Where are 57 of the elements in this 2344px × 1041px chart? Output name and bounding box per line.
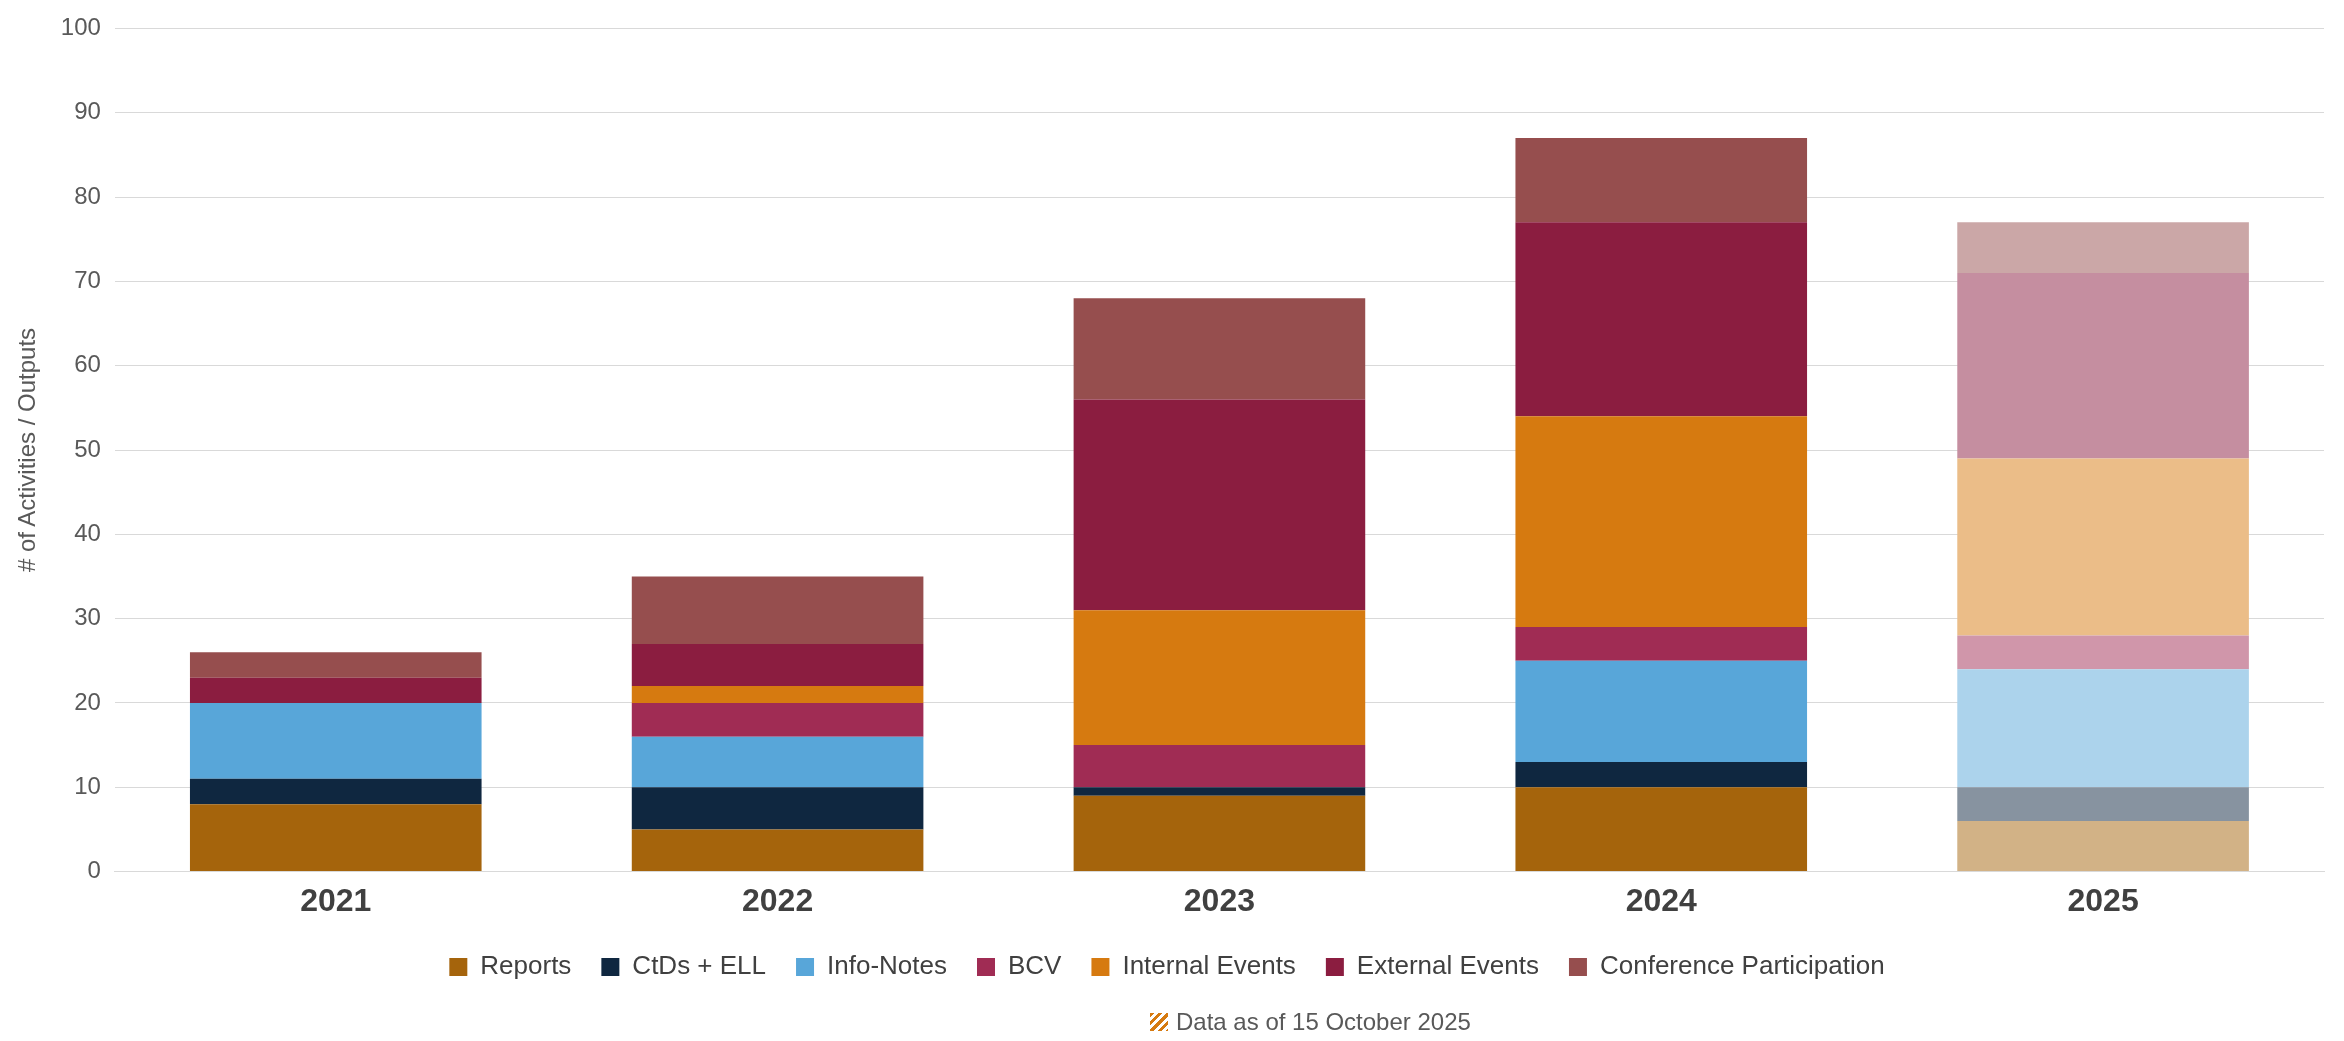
bar xyxy=(189,652,482,678)
bar xyxy=(1957,222,2249,273)
bar xyxy=(1073,745,1366,788)
text: Data as of 15 October 2025 xyxy=(1176,1008,1471,1036)
bar xyxy=(1957,272,2249,459)
y-tick-label: 30 xyxy=(74,603,101,631)
x-tick-label: 2022 xyxy=(742,881,814,918)
bar xyxy=(631,643,924,687)
bar xyxy=(1515,416,1808,628)
y-tick-label: 50 xyxy=(74,434,101,462)
bar xyxy=(631,702,924,737)
legend-label: Reports xyxy=(480,950,572,981)
legend-label: CtDs + ELL xyxy=(632,950,767,981)
x-tick-label: 2021 xyxy=(300,881,372,918)
bar xyxy=(1073,399,1366,611)
bar xyxy=(189,804,482,872)
bar xyxy=(1957,821,2249,872)
bar xyxy=(1515,222,1808,417)
y-tick-label: 60 xyxy=(74,350,101,378)
bar xyxy=(189,702,482,779)
bar xyxy=(1073,795,1366,872)
bar xyxy=(631,576,924,644)
bar xyxy=(1957,669,2249,788)
y-tick-label: 70 xyxy=(74,265,101,293)
bar xyxy=(1957,787,2249,822)
bar xyxy=(1515,138,1808,223)
bar xyxy=(1957,635,2249,670)
legend-label: Internal Events xyxy=(1122,950,1296,981)
bar xyxy=(631,829,924,872)
y-tick-label: 80 xyxy=(74,181,101,209)
legend-label: Info-Notes xyxy=(827,950,947,981)
x-tick-label: 2025 xyxy=(2067,881,2139,918)
y-tick-label: 100 xyxy=(60,13,101,41)
y-tick-label: 40 xyxy=(74,518,101,546)
bar xyxy=(631,736,924,788)
legend-label: Conference Participation xyxy=(1599,950,1885,981)
bar xyxy=(189,677,482,703)
bar xyxy=(1073,298,1366,400)
y-axis-title: # of Activities / Outputs xyxy=(13,327,41,573)
y-tick-label: 20 xyxy=(74,687,101,715)
bar xyxy=(631,787,924,830)
x-tick-label: 2024 xyxy=(1625,881,1698,918)
x-tick-label: 2023 xyxy=(1183,881,1256,918)
bar xyxy=(1515,660,1808,762)
bar xyxy=(1957,458,2249,636)
bar xyxy=(1515,627,1808,661)
bar xyxy=(189,778,482,805)
bar xyxy=(1073,787,1366,796)
y-tick-label: 10 xyxy=(74,771,101,799)
bar xyxy=(1515,787,1808,872)
bar xyxy=(1073,610,1366,746)
y-tick-label: 90 xyxy=(74,97,101,125)
legend-label: External Events xyxy=(1356,950,1539,981)
bar xyxy=(631,686,924,703)
legend-label: BCV xyxy=(1007,950,1063,981)
y-tick-label: 0 xyxy=(87,856,101,884)
bar xyxy=(1515,761,1808,788)
